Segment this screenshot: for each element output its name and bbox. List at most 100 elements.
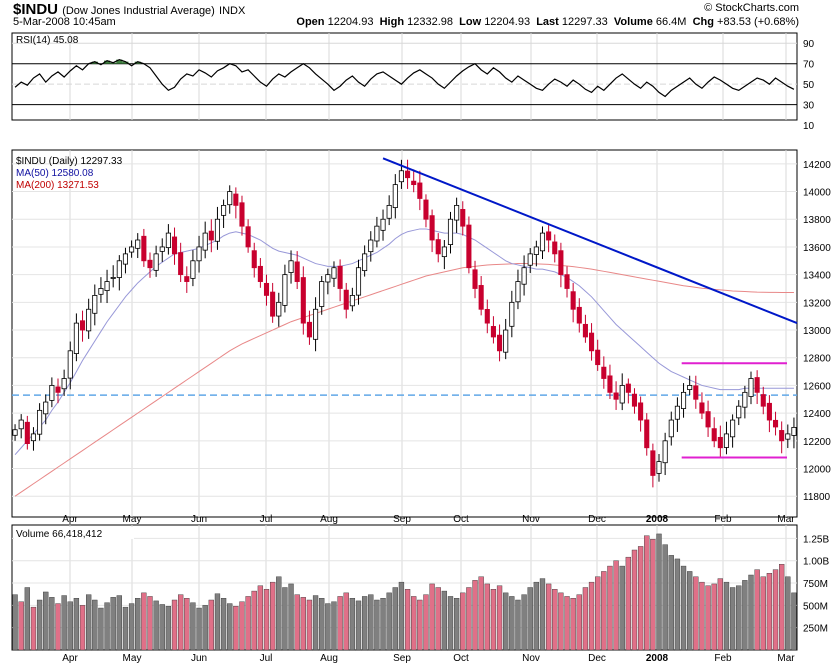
volume-bar (411, 596, 417, 651)
x-tick-label: Apr (62, 514, 78, 525)
volume-bar (36, 599, 43, 651)
price-tick-label: 14000 (803, 188, 831, 199)
volume-bar (453, 598, 460, 651)
volume-bar (552, 589, 558, 651)
candle-body (24, 421, 30, 445)
candle-body (693, 385, 699, 400)
price-tick-label: 12400 (803, 409, 831, 420)
volume-bar (766, 573, 773, 651)
volume-bar (67, 601, 73, 651)
volume-bar (736, 585, 742, 651)
price-tick-label: 11800 (803, 492, 831, 503)
candle-body (104, 281, 110, 291)
volume-bar (104, 602, 110, 651)
volume-bar (423, 594, 429, 651)
volume-bar (122, 606, 129, 651)
volume-bar (343, 592, 349, 651)
open-label: Open (296, 16, 325, 28)
candle-body (135, 239, 141, 249)
candle-body (613, 392, 619, 400)
volume-bar (637, 546, 644, 651)
last-value: 12297.33 (561, 16, 608, 28)
volume-bar (527, 587, 533, 651)
candle-body (386, 204, 392, 219)
x-tick-label: Oct (453, 653, 469, 664)
price-legend: $INDU (Daily) 12297.33 (16, 156, 123, 167)
candle-body (159, 246, 165, 252)
volume-bar (147, 596, 153, 651)
rsi-tick-label: 90 (803, 39, 815, 50)
candle-body (202, 232, 208, 251)
site-credit: © StockCharts.com (704, 2, 799, 14)
candle-body (306, 321, 312, 338)
volume-bar (128, 603, 135, 651)
x-tick-label: Aug (320, 653, 338, 664)
volume-bar (564, 596, 570, 651)
volume-bar (190, 602, 196, 651)
volume-bar (619, 565, 625, 651)
candle-body (178, 252, 184, 276)
volume-bar (533, 581, 540, 651)
candle-body (497, 334, 503, 352)
candle-body (12, 429, 18, 436)
volume-bar (337, 596, 343, 651)
x-tick-label: Mar (777, 653, 795, 664)
volume-bar (429, 583, 435, 651)
candle-body (576, 306, 582, 324)
quote-summary: Open 12204.93 High 12332.98 Low 12204.93… (296, 16, 799, 28)
candle-body (447, 218, 454, 245)
volume-legend-bg (14, 527, 134, 539)
volume-bar (760, 576, 766, 651)
volume-bar (779, 564, 785, 651)
x-tick-label: Dec (588, 514, 606, 525)
rsi-tick-label: 10 (803, 121, 815, 132)
volume-bar (12, 594, 18, 651)
volume-tick-label: 250M (803, 624, 828, 635)
rsi-tick-label: 30 (803, 101, 815, 112)
candle-body (368, 239, 374, 253)
candle-body (147, 259, 153, 269)
candle-body (589, 332, 595, 352)
candle-body (699, 402, 705, 414)
volume-bar (135, 598, 141, 651)
x-tick-label: Jul (260, 653, 273, 664)
x-tick-label: Sep (393, 653, 411, 664)
price-tick-label: 13800 (803, 215, 831, 226)
volume-bar (650, 539, 656, 651)
candle-body (454, 204, 460, 221)
candle-body (239, 202, 245, 227)
candle-body (349, 295, 355, 307)
candle-body (742, 391, 748, 408)
volume-bar (220, 598, 227, 651)
volume-bar (214, 593, 221, 651)
candle-body (662, 440, 668, 464)
x-tick-label: Mar (777, 514, 795, 525)
volume-bar (30, 606, 37, 651)
candle-body (558, 250, 564, 276)
volume-bar (306, 599, 313, 651)
volume-bar (582, 587, 589, 651)
chart-header: $INDU (Dow Jones Industrial Average) IND… (0, 0, 837, 30)
volume-bar (503, 592, 509, 651)
symbol: $INDU (13, 1, 59, 18)
last-label: Last (536, 16, 559, 28)
candle-body (214, 218, 220, 242)
candle-body (374, 225, 380, 242)
candle-body (601, 366, 607, 379)
volume-bar (772, 569, 779, 651)
x-tick-label: Sep (393, 514, 411, 525)
candle-body (730, 419, 736, 438)
rsi-line (14, 58, 795, 98)
volume-bar (404, 589, 411, 651)
candle-body (503, 329, 509, 353)
price-tick-label: 13200 (803, 298, 831, 309)
volume-bar (496, 585, 503, 651)
candle-body (460, 209, 466, 227)
candle-body (766, 402, 772, 421)
candle-body (67, 350, 73, 379)
candle-body (595, 349, 601, 366)
volume-bar (79, 605, 86, 651)
volume-bar (631, 549, 638, 651)
candle-body (680, 391, 687, 409)
low-value: 12204.93 (484, 16, 531, 28)
